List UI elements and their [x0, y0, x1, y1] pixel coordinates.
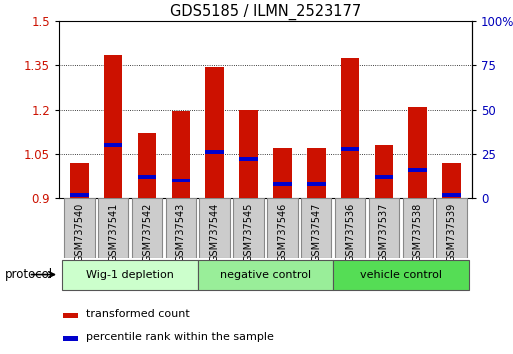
- Bar: [408, 168, 427, 172]
- Bar: [200, 198, 230, 258]
- Bar: [437, 198, 467, 258]
- Bar: [239, 158, 258, 161]
- Bar: [137, 175, 156, 179]
- Bar: [63, 260, 198, 290]
- Bar: [166, 198, 196, 258]
- Bar: [442, 163, 461, 198]
- Bar: [239, 110, 258, 198]
- Text: GSM737541: GSM737541: [108, 203, 118, 262]
- Bar: [374, 145, 393, 198]
- Bar: [301, 198, 331, 258]
- Text: GSM737537: GSM737537: [379, 203, 389, 262]
- Bar: [403, 198, 433, 258]
- Bar: [132, 198, 162, 258]
- Bar: [267, 198, 298, 258]
- Bar: [442, 193, 461, 196]
- Text: GSM737543: GSM737543: [176, 203, 186, 262]
- Bar: [341, 58, 360, 198]
- Text: GSM737546: GSM737546: [278, 203, 287, 262]
- Bar: [341, 147, 360, 150]
- Bar: [104, 55, 123, 198]
- Bar: [137, 133, 156, 198]
- Bar: [171, 111, 190, 198]
- Bar: [307, 148, 326, 198]
- Bar: [63, 336, 77, 341]
- Text: GSM737538: GSM737538: [413, 203, 423, 262]
- Text: vehicle control: vehicle control: [360, 269, 442, 280]
- Bar: [233, 198, 264, 258]
- Bar: [70, 163, 89, 198]
- Bar: [307, 182, 326, 186]
- Bar: [64, 198, 94, 258]
- Text: Wig-1 depletion: Wig-1 depletion: [86, 269, 174, 280]
- Bar: [63, 313, 77, 318]
- Text: GSM737547: GSM737547: [311, 203, 321, 262]
- Bar: [374, 175, 393, 179]
- Bar: [171, 179, 190, 182]
- Bar: [408, 107, 427, 198]
- Bar: [98, 198, 128, 258]
- Bar: [369, 198, 399, 258]
- Text: GSM737542: GSM737542: [142, 203, 152, 262]
- Text: negative control: negative control: [220, 269, 311, 280]
- Bar: [205, 150, 224, 154]
- Text: GSM737539: GSM737539: [447, 203, 457, 262]
- Bar: [104, 143, 123, 147]
- Text: GSM737536: GSM737536: [345, 203, 355, 262]
- Bar: [333, 260, 468, 290]
- Text: protocol: protocol: [5, 268, 53, 281]
- Bar: [70, 193, 89, 196]
- Bar: [273, 148, 292, 198]
- Bar: [273, 182, 292, 186]
- Bar: [205, 67, 224, 198]
- Title: GDS5185 / ILMN_2523177: GDS5185 / ILMN_2523177: [170, 4, 361, 20]
- Text: GSM737544: GSM737544: [210, 203, 220, 262]
- Bar: [198, 260, 333, 290]
- Text: GSM737545: GSM737545: [244, 203, 253, 262]
- Text: transformed count: transformed count: [86, 309, 190, 319]
- Text: GSM737540: GSM737540: [74, 203, 84, 262]
- Bar: [335, 198, 365, 258]
- Text: percentile rank within the sample: percentile rank within the sample: [86, 331, 274, 342]
